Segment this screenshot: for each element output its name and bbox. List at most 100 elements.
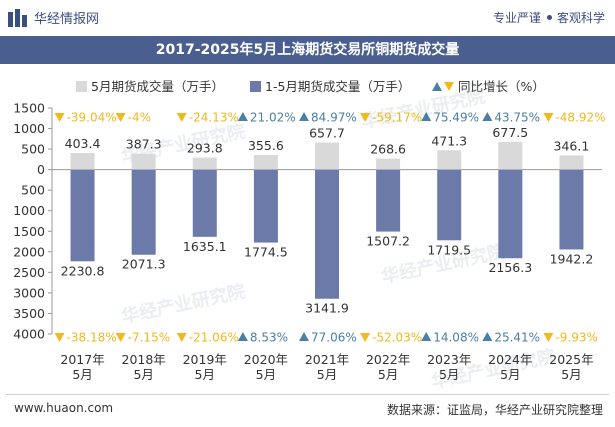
bar-monthly [376,158,401,170]
growth-label-monthly: -4% [128,111,151,125]
x-tick-label: 2018年 [122,352,166,367]
data-label-cumulative: 1942.2 [550,251,594,266]
y-tick-label: 1000 [13,121,45,136]
growth-down-triangle-icon [176,113,187,122]
growth-label-monthly: 84.97% [311,111,357,125]
legend-down-triangle-icon [444,82,454,91]
legend-up-triangle-icon [432,82,442,91]
y-tick-label: 2000 [13,244,45,259]
growth-up-triangle-icon [299,332,309,341]
bar-cumulative [253,169,278,243]
footer-url: www.huaon.com [14,401,114,415]
data-label-cumulative: 1507.2 [366,234,410,249]
legend-item-cumulative: 1-5月期货成交量（万手） [250,76,410,95]
bar-monthly [131,153,156,170]
x-tick-label: 2022年 [366,352,410,367]
y-tick-label: 500 [21,183,45,198]
growth-label-cumulative: -21.06% [189,331,239,345]
growth-label-cumulative: -38.18% [67,331,117,345]
x-tick-label: 2025年 [549,352,593,367]
huajing-logo-icon [8,9,27,27]
growth-label-monthly: -24.13% [189,111,239,125]
growth-label-cumulative: -52.03% [372,331,422,345]
bar-monthly [315,142,339,170]
x-tick-label: 5月 [500,367,520,382]
bar-cumulative [437,169,462,241]
growth-label-monthly: 21.02% [250,111,296,125]
bar-monthly [253,155,278,170]
y-tick-label: 500 [21,142,45,157]
brand-name: 华经情报网 [34,12,100,27]
growth-label-monthly: 75.49% [433,111,479,125]
bar-cumulative [376,169,401,232]
legend-label-monthly: 5月期货成交量（万手） [91,79,224,94]
y-tick-label: 1500 [13,224,45,239]
x-tick-label: 2024年 [488,352,532,367]
x-tick-label: 5月 [317,367,337,382]
x-tick-label: 5月 [72,367,92,382]
data-label-monthly: 471.3 [431,133,467,148]
y-tick-label: 1000 [13,203,45,218]
x-tick-label: 2020年 [244,352,288,367]
y-tick-label: 1500 [13,101,45,116]
footer-source: 数据来源：证监局，华经产业研究院整理 [386,403,603,417]
growth-down-triangle-icon [360,113,371,122]
bar-monthly [437,150,462,170]
growth-down-triangle-icon [115,333,126,342]
y-tick-label: 0 [37,162,45,177]
y-tick-label: 3500 [13,306,45,321]
growth-label-monthly: -39.04% [67,111,117,125]
x-tick-label: 5月 [195,367,215,382]
data-label-cumulative: 1719.5 [427,242,471,257]
legend-swatch-cumulative [250,81,261,92]
growth-down-triangle-icon [54,333,65,342]
bar-monthly [192,157,217,170]
footer-divider [6,394,609,395]
growth-label-monthly: 43.75% [494,111,540,125]
data-label-cumulative: 1635.1 [183,239,227,254]
data-label-monthly: 293.8 [187,141,223,156]
x-tick-label: 2023年 [427,352,471,367]
growth-label-cumulative: -9.93% [555,331,597,345]
data-label-monthly: 657.7 [309,126,345,141]
bar-monthly [70,153,95,170]
y-tick-label: 4000 [13,327,45,342]
growth-up-triangle-icon [482,332,493,341]
growth-down-triangle-icon [543,333,554,342]
growth-label-cumulative: 77.06% [311,331,357,345]
x-tick-label: 5月 [378,367,398,382]
legend-item-growth: 同比增长（%） [432,76,545,95]
growth-up-triangle-icon [482,112,493,121]
data-label-cumulative: 2071.3 [122,257,166,272]
x-tick-label: 5月 [133,367,153,382]
slogan-left: 专业严谨 [492,11,541,25]
data-label-monthly: 355.6 [248,138,284,153]
bar-cumulative [192,169,217,237]
x-tick-label: 2019年 [183,352,227,367]
data-label-monthly: 346.1 [554,138,590,153]
data-label-monthly: 677.5 [492,125,528,140]
legend-label-growth: 同比增长（%） [458,79,545,94]
bar-monthly [498,141,523,170]
growth-down-triangle-icon [543,113,554,122]
y-tick-label: 3000 [13,285,45,300]
bar-cumulative [131,169,156,255]
growth-down-triangle-icon [54,113,65,122]
bar-cumulative [559,169,584,250]
bar-cumulative [315,169,339,299]
data-label-cumulative: 2156.3 [488,260,532,275]
legend-swatch-monthly [76,81,87,92]
growth-label-cumulative: 14.08% [433,331,479,345]
growth-up-triangle-icon [237,332,248,341]
growth-down-triangle-icon [115,113,126,122]
x-tick-label: 2017年 [60,352,104,367]
x-tick-label: 2021年 [305,352,349,367]
legend-item-monthly: 5月期货成交量（万手） [76,76,224,95]
y-tick-label: 2500 [13,265,45,280]
growth-up-triangle-icon [421,332,432,341]
bar-monthly [559,155,584,170]
legend-label-cumulative: 1-5月期货成交量（万手） [265,79,411,94]
growth-up-triangle-icon [421,112,432,121]
data-label-monthly: 387.3 [126,137,162,152]
